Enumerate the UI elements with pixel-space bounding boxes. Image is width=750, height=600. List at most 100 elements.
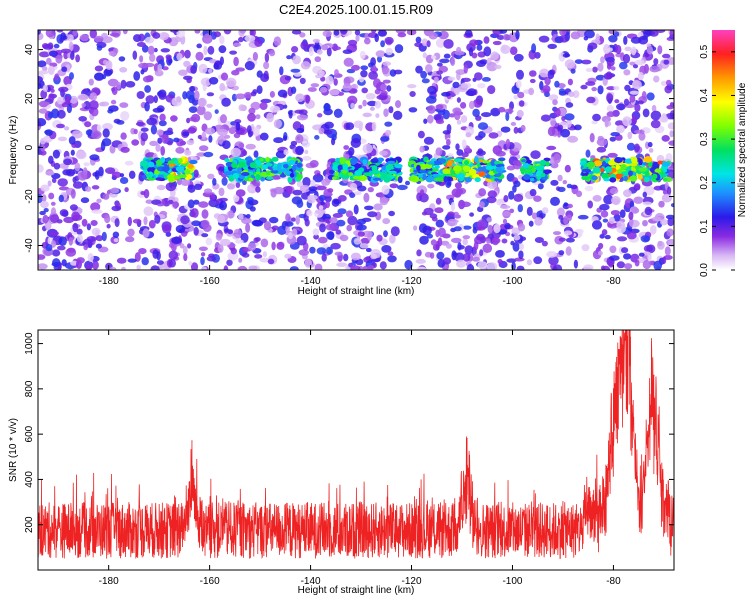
spectrogram-band-cell (528, 165, 536, 169)
spectrogram-cell (75, 54, 80, 63)
spectrogram-cell (559, 30, 567, 36)
spectrogram-cell (333, 78, 338, 86)
spectrogram-cell (323, 192, 333, 197)
spectrogram-band-cell (186, 174, 193, 180)
spectrogram-cell (607, 152, 618, 158)
spectrogram-cell (414, 42, 423, 48)
spectrogram-cell (346, 224, 353, 232)
spectrogram-cell (557, 124, 563, 131)
spectrogram-cell (389, 234, 396, 244)
spectrogram-cell (83, 100, 91, 110)
spectrogram-cell (203, 151, 214, 158)
spectrogram-cell (415, 65, 423, 74)
spectrogram-band-cell (539, 159, 547, 165)
spectrogram-cell (393, 110, 403, 120)
spectrogram-cell (207, 173, 215, 180)
spectrogram-cell (596, 138, 608, 147)
colorbar: 0.0 0.1 0.2 0.3 0.4 0.5 Normalized spectral a… (699, 30, 748, 277)
spectrogram-cell (587, 42, 598, 50)
spectrogram-cell (454, 182, 462, 189)
spectrogram-cell (72, 222, 79, 233)
spectrogram-cell (252, 220, 264, 227)
spectrogram-cell (668, 140, 674, 146)
spectrogram-cell (496, 198, 505, 206)
spectrogram-cell (125, 81, 136, 88)
spectrogram-cell (375, 113, 380, 118)
spectrogram-cell (441, 91, 451, 97)
spectrogram-cell (318, 236, 328, 244)
spectrogram-band-cell (224, 158, 230, 163)
spectrogram-cell (118, 56, 126, 62)
spectrogram-cell (397, 32, 407, 38)
spectrogram-cell (142, 228, 150, 238)
spectrogram-band-cell (236, 167, 242, 174)
spectrogram-cell (512, 160, 522, 166)
x-tick-label: -120 (402, 576, 422, 587)
y-tick-label: -20 (24, 189, 35, 204)
spectrogram-band-cell (291, 164, 297, 172)
spectrogram-band-cell (544, 169, 550, 175)
spectrogram-cell (502, 33, 510, 41)
spectrogram-cell (650, 119, 661, 129)
spectrogram-cell (486, 238, 491, 244)
spectrogram-cell (187, 184, 196, 193)
spectrogram-cell (90, 202, 101, 212)
spectrogram-cell (653, 260, 662, 270)
spectrogram-cell (302, 177, 311, 187)
spectrogram-cell (248, 265, 258, 270)
spectrogram-cell (271, 225, 279, 231)
spectrogram-cell (642, 191, 647, 198)
spectrogram-cell (47, 65, 55, 76)
spectrogram-cell (526, 206, 533, 216)
spectrogram-cell (374, 33, 380, 43)
spectrogram-cell (605, 71, 613, 80)
spectrogram-cell (520, 124, 526, 132)
spectrogram-cell (38, 118, 47, 127)
spectrogram-cell (456, 97, 461, 103)
spectrogram-band-cell (189, 159, 198, 165)
spectrogram-band-cell (543, 157, 551, 162)
spectrogram-cell (114, 218, 120, 228)
spectrogram-cell (380, 84, 388, 91)
spectrogram-cell (290, 140, 298, 146)
spectrogram-cell (376, 234, 383, 242)
spectrogram-cell (492, 40, 502, 46)
spectrogram-cell (417, 130, 425, 139)
spectrogram-cell (190, 262, 199, 270)
spectrogram-cell (143, 62, 155, 68)
spectrogram-cell (136, 264, 141, 270)
spectrogram-cell (313, 234, 319, 240)
spectrogram-cell (516, 80, 522, 89)
spectrogram-cell (127, 216, 132, 227)
spectrogram-cell (662, 53, 671, 59)
spectrogram-cell (253, 182, 260, 187)
spectrogram-cell (158, 92, 167, 100)
spectrogram-cell (669, 30, 674, 39)
spectrogram-cell (633, 196, 644, 204)
spectrogram-cell (127, 258, 137, 263)
spectrogram-cell (159, 113, 166, 122)
spectrogram-cell (39, 150, 47, 156)
spectrogram-cell (182, 245, 188, 255)
snr-peak-point (648, 424, 650, 426)
spectrogram-cell (39, 210, 46, 216)
spectrogram-band-cell (494, 178, 499, 182)
spectrogram-cell (296, 199, 304, 208)
spectrogram-cell (285, 213, 291, 222)
spectrogram-cell (335, 229, 342, 235)
spectrogram-cell (608, 260, 614, 268)
spectrogram-cell (552, 99, 558, 106)
spectrogram-cell (316, 185, 327, 191)
spectrogram-band-cell (178, 157, 183, 164)
spectrogram-cell (563, 230, 573, 236)
spectrogram-cell (38, 263, 48, 270)
spectrogram-band-cell (353, 175, 361, 180)
spectrogram-cell (95, 243, 102, 249)
spectrogram-cell (628, 211, 634, 220)
spectrogram-band-cell (601, 161, 607, 167)
spectrogram-cell (146, 117, 158, 126)
y-tick-label: -40 (24, 238, 35, 253)
spectrogram-cell (490, 51, 499, 61)
spectrogram-band-cell (586, 161, 596, 168)
